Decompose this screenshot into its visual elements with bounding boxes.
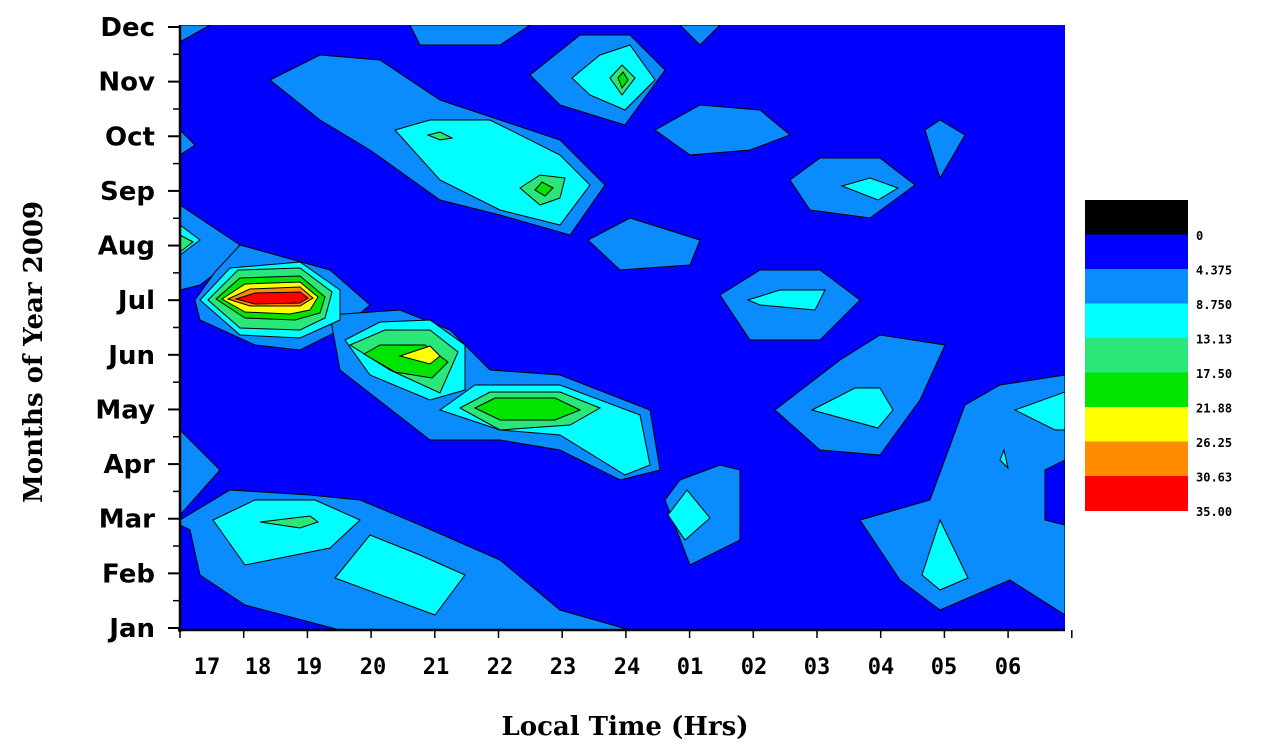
y-tick-label: Apr bbox=[103, 450, 155, 480]
x-tick-label: 19 bbox=[296, 655, 323, 680]
contour-region bbox=[859, 374, 1065, 616]
contour-region bbox=[924, 119, 966, 180]
contour-region bbox=[840, 177, 900, 201]
contour-region bbox=[654, 104, 791, 156]
y-tick-label: Dec bbox=[100, 13, 155, 43]
legend-swatch bbox=[1085, 407, 1188, 442]
legend-level-label: 8.750 bbox=[1196, 298, 1232, 312]
contour-region bbox=[1044, 459, 1065, 526]
x-ticks: 17 18 19 20 21 22 23 24 01 02 03 04 05 06 bbox=[179, 630, 1073, 680]
y-tick-label: Nov bbox=[98, 68, 155, 98]
contour-region bbox=[667, 489, 711, 541]
x-tick-label: 23 bbox=[550, 655, 577, 680]
contour-region bbox=[398, 345, 441, 365]
contour-region bbox=[259, 515, 320, 529]
x-tick-label: 04 bbox=[868, 655, 895, 680]
x-tick-label: 03 bbox=[804, 655, 831, 680]
y-ticks: Jan Feb Mar Apr May Jun Jul Aug Sep Oct Nov Dec bbox=[95, 13, 180, 644]
contour-region bbox=[746, 289, 826, 311]
x-tick-label: 05 bbox=[931, 655, 958, 680]
contour-region bbox=[180, 234, 194, 253]
contour-region bbox=[234, 291, 309, 305]
legend-level-label: 30.63 bbox=[1196, 471, 1232, 485]
legend-level-label: 4.375 bbox=[1196, 264, 1232, 278]
y-tick-label: Mar bbox=[99, 505, 155, 535]
contour-region bbox=[473, 397, 582, 421]
y-tick-label: May bbox=[95, 395, 155, 425]
x-tick-label: 17 bbox=[194, 655, 221, 680]
legend-swatch bbox=[1085, 234, 1188, 270]
legend-swatch bbox=[1085, 303, 1188, 339]
y-tick-label: Jan bbox=[107, 614, 155, 644]
contour-region bbox=[180, 429, 221, 516]
legend-swatch bbox=[1085, 269, 1188, 304]
plot-area bbox=[180, 25, 1065, 630]
y-tick-label: Jun bbox=[106, 341, 155, 371]
x-tick-label: 24 bbox=[614, 655, 641, 680]
x-tick-label: 18 bbox=[245, 655, 272, 680]
x-tick-label: 02 bbox=[741, 655, 768, 680]
contour-region bbox=[180, 129, 196, 156]
color-legend: 0 4.375 8.750 13.13 17.50 21.88 26.25 30.63 35.0… bbox=[1085, 200, 1232, 519]
legend-swatch bbox=[1085, 372, 1188, 408]
contour-region bbox=[999, 448, 1009, 470]
y-tick-label: Feb bbox=[102, 559, 155, 589]
contour-region bbox=[334, 534, 466, 616]
legend-level-label: 35.00 bbox=[1196, 505, 1232, 519]
y-tick-label: Jul bbox=[116, 286, 155, 316]
legend-swatch bbox=[1085, 200, 1188, 235]
contour-region bbox=[409, 25, 531, 46]
legend-swatch bbox=[1085, 476, 1188, 511]
legend-swatch bbox=[1085, 441, 1188, 477]
contour-region bbox=[679, 25, 721, 46]
contour-region bbox=[534, 181, 554, 197]
contour-region bbox=[587, 217, 701, 271]
x-tick-label: 06 bbox=[995, 655, 1022, 680]
x-tick-label: 20 bbox=[360, 655, 387, 680]
legend-level-label: 26.25 bbox=[1196, 436, 1232, 450]
x-tick-label: 01 bbox=[677, 655, 704, 680]
legend-level-label: 0 bbox=[1196, 229, 1203, 243]
legend-level-label: 17.50 bbox=[1196, 367, 1232, 381]
contour-region bbox=[180, 204, 241, 291]
legend-level-label: 21.88 bbox=[1196, 402, 1232, 416]
legend-swatch bbox=[1085, 338, 1188, 373]
contour-region bbox=[921, 518, 969, 591]
y-axis-title: Months of Year 2009 bbox=[19, 201, 49, 503]
contour-region bbox=[1013, 391, 1065, 431]
legend-level-label: 13.13 bbox=[1196, 333, 1232, 347]
contour-region bbox=[180, 25, 212, 43]
y-tick-label: Sep bbox=[100, 177, 155, 207]
y-tick-label: Aug bbox=[98, 232, 155, 262]
contour-region bbox=[212, 499, 361, 566]
y-tick-label: Oct bbox=[105, 122, 155, 152]
axes bbox=[178, 25, 1065, 632]
contour-region bbox=[180, 524, 341, 630]
contour-region bbox=[426, 131, 454, 141]
x-tick-label: 22 bbox=[487, 655, 514, 680]
x-axis-title: Local Time (Hrs) bbox=[501, 712, 748, 742]
contour-region bbox=[810, 387, 894, 429]
contour-region bbox=[617, 71, 629, 90]
x-tick-label: 21 bbox=[423, 655, 450, 680]
